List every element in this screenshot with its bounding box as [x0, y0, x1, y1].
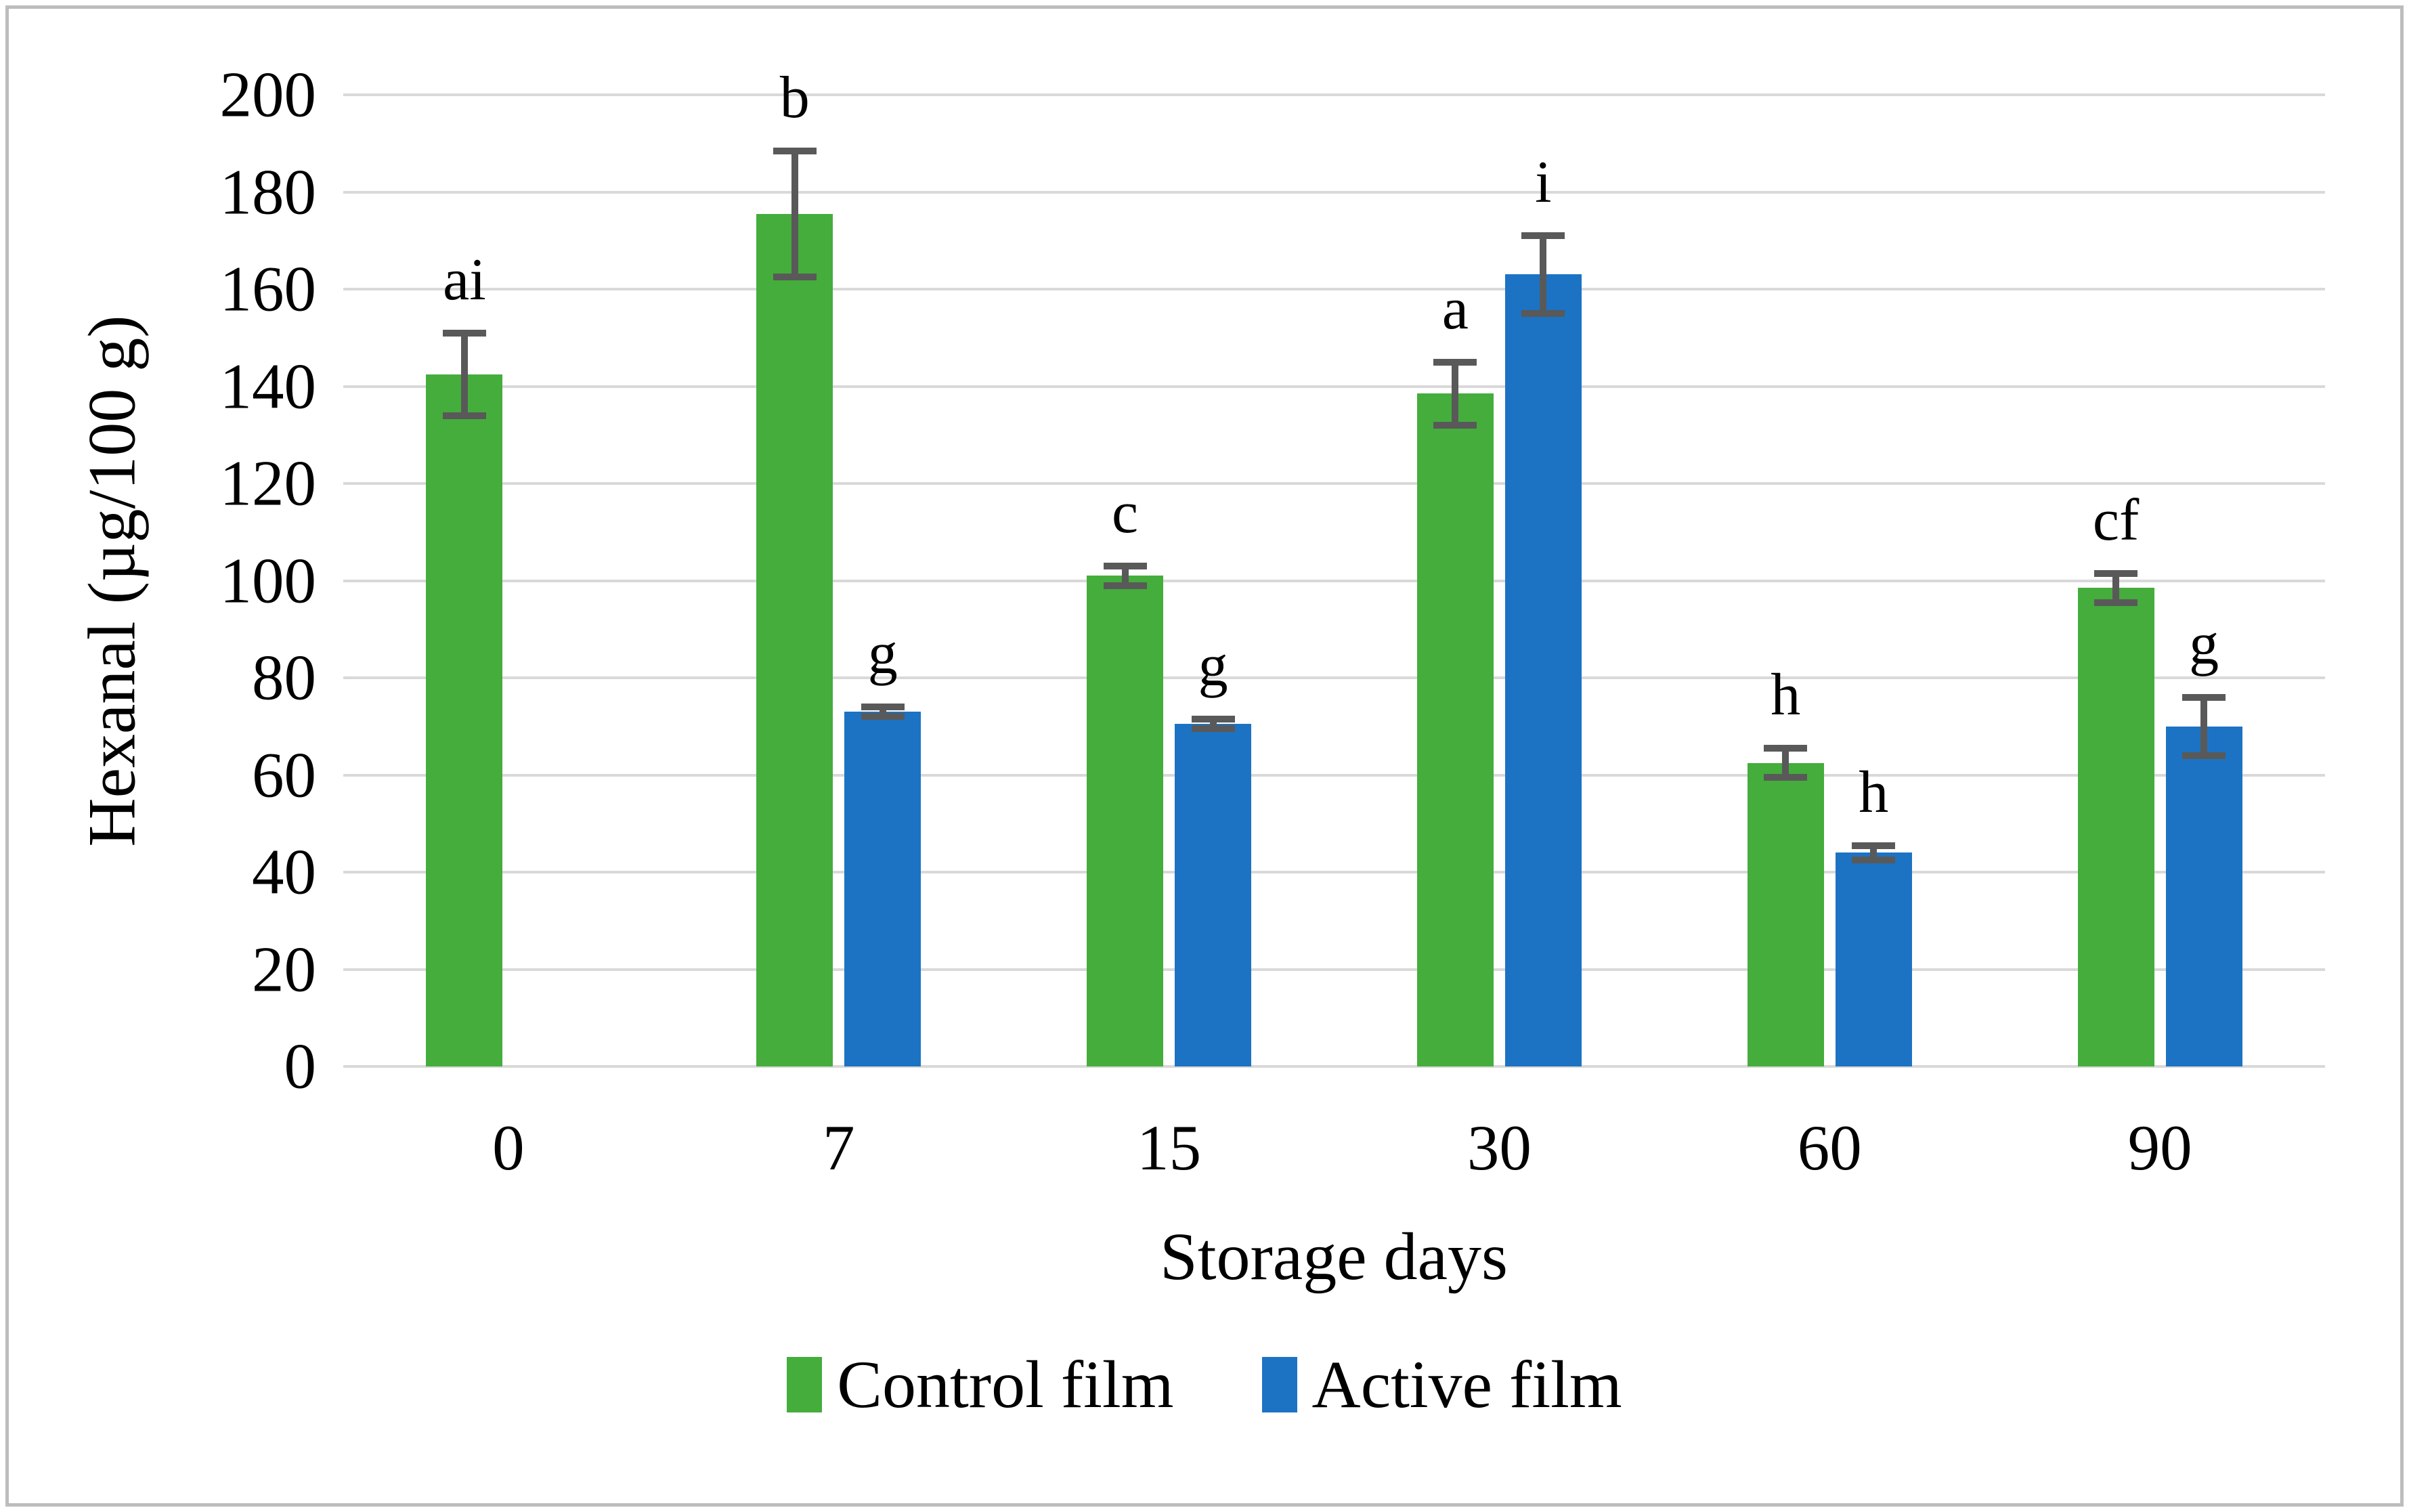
error-cap-bottom-active-15 [1191, 725, 1235, 733]
control-film-swatch [787, 1357, 823, 1412]
error-cap-bottom-control-90 [2094, 599, 2138, 606]
bar-active-90 [2165, 726, 2242, 1066]
y-axis-title: Hexanal (µg/100 g) [74, 315, 150, 847]
gridline-20 [343, 968, 2325, 971]
bar-control-60 [1747, 762, 1824, 1066]
error-cap-bottom-active-7 [861, 713, 905, 720]
gridline-200 [343, 93, 2325, 96]
legend-item-control-film: Control film [787, 1347, 1174, 1422]
error-bar-active-15 [1209, 718, 1217, 729]
sig-letter-active-15: g [1198, 632, 1228, 699]
y-tick-label-40: 40 [252, 836, 316, 908]
sig-letter-control-30: a [1441, 276, 1469, 342]
legend: Control film Active film [0, 1351, 2409, 1419]
error-cap-top-control-7 [773, 147, 817, 154]
error-cap-top-control-30 [1433, 358, 1477, 366]
sig-letter-control-15: c [1112, 479, 1139, 546]
gridline-120 [343, 482, 2325, 485]
error-cap-top-control-0 [442, 329, 486, 337]
legend-label-control-film: Control film [837, 1347, 1174, 1422]
sig-letter-control-7: b [779, 64, 810, 131]
error-cap-bottom-control-30 [1433, 421, 1477, 429]
error-bar-control-30 [1452, 362, 1459, 425]
legend-label-active-film: Active film [1311, 1347, 1622, 1422]
y-tick-label-60: 60 [252, 739, 316, 811]
gridline-100 [343, 579, 2325, 582]
error-bar-control-0 [460, 332, 468, 416]
sig-letter-control-90: cf [2092, 487, 2140, 553]
error-cap-top-active-30 [1521, 232, 1565, 240]
error-cap-top-active-90 [2182, 693, 2226, 701]
sig-letter-active-7: g [867, 621, 898, 687]
error-cap-top-control-15 [1103, 562, 1147, 569]
error-cap-bottom-control-15 [1103, 582, 1147, 589]
y-tick-label-0: 0 [284, 1030, 317, 1102]
y-tick-label-120: 120 [219, 447, 317, 519]
gridline-80 [343, 676, 2325, 679]
error-bar-control-90 [2112, 573, 2120, 603]
gridline-180 [343, 190, 2325, 194]
x-tick-label-30: 30 [1467, 1112, 1532, 1184]
error-bar-active-7 [879, 707, 886, 717]
sig-letter-active-90: g [2189, 611, 2219, 677]
x-tick-label-90: 90 [2127, 1112, 2192, 1184]
error-cap-bottom-control-60 [1764, 774, 1808, 781]
bar-control-0 [426, 374, 503, 1066]
y-tick-label-200: 200 [219, 58, 317, 131]
x-tick-label-60: 60 [1797, 1112, 1862, 1184]
error-bar-control-7 [791, 150, 798, 278]
sig-letter-control-60: h [1771, 662, 1801, 729]
error-bar-active-90 [2200, 697, 2208, 756]
y-tick-label-180: 180 [219, 156, 317, 228]
bar-control-15 [1087, 576, 1164, 1066]
y-tick-label-80: 80 [252, 641, 316, 714]
bar-active-60 [1835, 852, 1912, 1066]
bar-active-7 [844, 712, 921, 1066]
y-tick-label-140: 140 [219, 350, 317, 422]
x-tick-label-15: 15 [1137, 1112, 1202, 1184]
error-cap-top-control-60 [1764, 745, 1808, 752]
gridline-160 [343, 288, 2325, 290]
error-bar-active-60 [1870, 845, 1878, 861]
sig-letter-control-0: ai [443, 246, 486, 313]
error-bar-control-15 [1121, 565, 1129, 586]
error-cap-top-control-90 [2094, 569, 2138, 577]
bar-control-7 [756, 213, 833, 1066]
x-tick-label-0: 0 [492, 1112, 525, 1184]
error-cap-bottom-control-0 [442, 412, 486, 419]
error-cap-top-active-60 [1852, 842, 1896, 849]
error-bar-active-30 [1540, 236, 1547, 314]
y-tick-label-160: 160 [219, 253, 317, 325]
bar-active-30 [1504, 274, 1582, 1066]
legend-item-active-film: Active film [1261, 1347, 1622, 1422]
y-tick-label-100: 100 [219, 544, 317, 616]
bar-control-90 [2077, 588, 2154, 1066]
error-cap-bottom-active-30 [1521, 309, 1565, 317]
gridline-140 [343, 385, 2325, 388]
active-film-swatch [1261, 1357, 1297, 1412]
bar-control-30 [1416, 393, 1494, 1066]
gridline-0 [343, 1065, 2325, 1068]
gridline-40 [343, 871, 2325, 873]
bar-active-15 [1175, 724, 1252, 1066]
error-cap-top-active-7 [861, 704, 905, 711]
gridline-60 [343, 773, 2325, 777]
x-axis-title: Storage days [1160, 1219, 1508, 1294]
sig-letter-active-60: h [1859, 759, 1889, 825]
error-cap-bottom-control-7 [773, 274, 817, 281]
y-tick-label-20: 20 [252, 933, 316, 1005]
error-bar-control-60 [1782, 748, 1789, 778]
x-tick-label-7: 7 [823, 1112, 855, 1184]
sig-letter-active-30: i [1535, 150, 1552, 216]
error-cap-top-active-15 [1191, 715, 1235, 722]
error-cap-bottom-active-60 [1852, 857, 1896, 864]
error-cap-bottom-active-90 [2182, 752, 2226, 759]
